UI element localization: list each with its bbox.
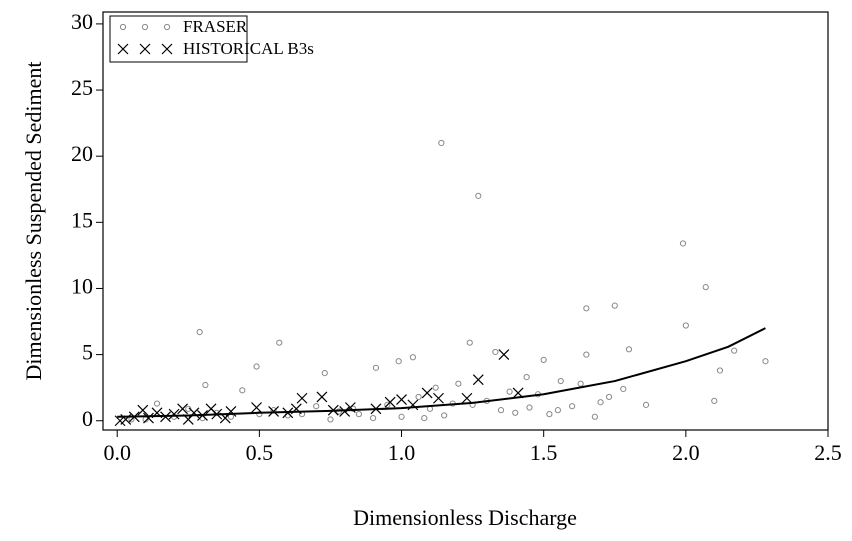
point <box>253 363 260 370</box>
point <box>185 405 192 412</box>
legend-label: FRASER <box>183 17 248 36</box>
point <box>498 349 510 361</box>
point <box>153 400 161 407</box>
y-tick-label: 25 <box>71 75 93 100</box>
x-axis-label: Dimensionless Discharge <box>353 505 577 530</box>
point <box>355 411 362 418</box>
point <box>395 358 402 365</box>
point <box>321 370 328 377</box>
x-tick-label: 0.5 <box>246 440 274 465</box>
point <box>716 367 724 374</box>
point <box>369 414 377 422</box>
point <box>143 412 154 424</box>
point <box>682 322 689 329</box>
point <box>438 139 445 147</box>
y-tick-label: 5 <box>82 340 93 365</box>
point <box>506 388 513 395</box>
point <box>432 384 439 391</box>
point <box>327 416 334 423</box>
point <box>605 393 613 401</box>
point <box>497 407 505 414</box>
point <box>251 402 262 413</box>
plot-frame <box>102 11 829 431</box>
point <box>597 399 604 406</box>
point <box>512 409 519 416</box>
point <box>339 406 351 417</box>
point <box>620 385 627 393</box>
point <box>384 401 391 408</box>
point <box>421 414 428 422</box>
point <box>177 403 189 415</box>
point <box>711 397 718 404</box>
legend-marker <box>139 43 151 55</box>
x-tick-label: 2.0 <box>672 440 700 465</box>
point <box>168 408 180 420</box>
point <box>409 354 417 361</box>
point <box>540 356 547 363</box>
point <box>137 404 149 416</box>
point <box>569 403 576 410</box>
point <box>475 192 482 199</box>
legend-marker <box>141 23 149 31</box>
point <box>415 393 422 401</box>
x-tick-label: 0.0 <box>103 440 131 465</box>
y-tick-label: 30 <box>71 9 93 34</box>
point <box>213 409 220 416</box>
point <box>472 374 484 386</box>
y-tick-label: 0 <box>82 406 93 431</box>
point <box>679 240 687 247</box>
point <box>239 387 246 394</box>
point <box>316 391 328 403</box>
point <box>461 392 473 404</box>
point <box>762 358 769 365</box>
point <box>554 407 562 414</box>
point <box>372 364 380 371</box>
point <box>731 347 738 354</box>
y-tick-label: 15 <box>71 207 93 232</box>
point <box>441 412 448 419</box>
point <box>396 394 407 406</box>
x-tick-label: 1.0 <box>388 440 416 465</box>
point <box>313 403 320 410</box>
y-tick-label: 10 <box>71 274 93 299</box>
point <box>557 377 564 385</box>
point <box>583 351 590 358</box>
y-axis-label: Dimensionless Suspended Sediment <box>21 62 46 381</box>
x-tick-label: 1.5 <box>530 440 558 465</box>
point <box>205 403 217 415</box>
point <box>523 373 530 381</box>
point <box>642 401 650 408</box>
point <box>546 411 553 418</box>
point <box>466 339 473 346</box>
legend-label: HISTORICAL B3s <box>183 39 314 58</box>
point <box>526 404 533 411</box>
y-tick-label: 20 <box>71 141 93 166</box>
x-tick-label: 2.5 <box>814 440 842 465</box>
point <box>398 413 405 420</box>
point <box>702 284 709 291</box>
point <box>577 380 584 387</box>
point <box>202 381 209 389</box>
point <box>455 380 462 387</box>
point <box>591 413 598 420</box>
point <box>296 392 308 404</box>
point <box>583 305 590 312</box>
point <box>611 302 618 309</box>
legend-marker <box>163 23 171 31</box>
legend-box <box>109 15 248 63</box>
legend-marker <box>119 23 127 31</box>
point <box>433 392 444 404</box>
point <box>492 348 499 356</box>
point <box>256 411 263 418</box>
fit-curve <box>117 327 766 418</box>
point <box>384 396 396 408</box>
legend-marker <box>161 43 173 55</box>
legend-marker <box>117 43 129 55</box>
point <box>350 405 357 412</box>
point <box>625 346 633 353</box>
point <box>421 387 433 399</box>
point <box>196 329 203 336</box>
point <box>276 339 283 346</box>
